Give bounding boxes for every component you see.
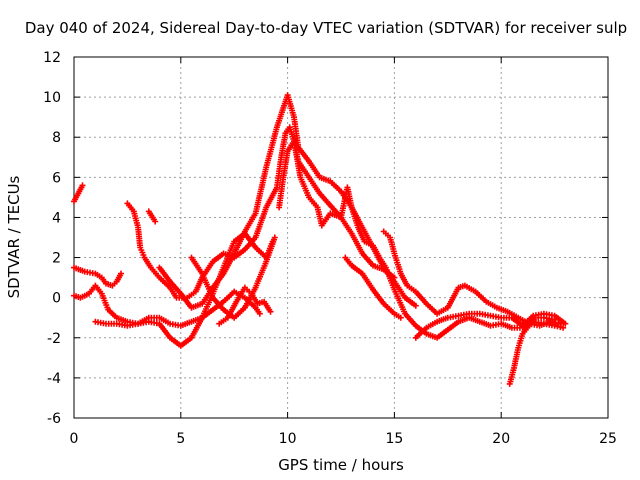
series — [71, 92, 569, 387]
series-markers — [71, 182, 86, 205]
x-tick-label: 5 — [176, 431, 185, 447]
series-markers — [276, 138, 567, 341]
y-axis-label: SDTVAR / TECUs — [5, 175, 23, 298]
series-pass-i — [216, 284, 274, 327]
series-pass-n — [506, 314, 558, 387]
series-pass-h — [188, 234, 278, 321]
y-tick-label: 0 — [52, 291, 61, 307]
y-tick-label: 6 — [52, 170, 61, 186]
series-markers — [380, 228, 564, 329]
ticks: 0 5 10 15 20 25 -6 -4 -2 0 2 4 6 8 10 12 — [43, 50, 617, 447]
y-tick-label: -6 — [47, 411, 61, 427]
y-tick-label: -2 — [47, 331, 61, 347]
series-pass-m — [412, 310, 569, 341]
x-axis-label: GPS time / hours — [278, 456, 404, 474]
series-markers — [506, 314, 558, 387]
x-tick-label: 20 — [492, 431, 510, 447]
series-markers — [216, 284, 274, 327]
series-pass-f — [145, 208, 159, 225]
series-pass-b — [71, 264, 124, 289]
series-markers — [71, 264, 124, 289]
x-tick-label: 10 — [279, 431, 297, 447]
y-tick-label: 8 — [52, 130, 61, 146]
series-markers — [145, 208, 159, 225]
series-pass-j — [276, 138, 567, 341]
y-tick-label: 10 — [43, 90, 61, 106]
grid — [74, 57, 608, 418]
series-pass-k — [342, 254, 404, 321]
plot-frame — [73, 56, 609, 419]
y-tick-label: 4 — [52, 210, 61, 226]
series-markers — [342, 254, 404, 321]
y-tick-label: 2 — [52, 251, 61, 267]
series-markers — [188, 234, 278, 321]
series-markers — [412, 310, 569, 341]
series-pass-a — [71, 182, 86, 205]
y-tick-label: 12 — [43, 50, 61, 66]
chart-title: Day 040 of 2024, Sidereal Day-to-day VTE… — [25, 19, 627, 37]
x-tick-label: 25 — [599, 431, 617, 447]
series-pass-l — [380, 228, 564, 329]
y-tick-label: -4 — [47, 371, 61, 387]
x-tick-label: 0 — [70, 431, 79, 447]
x-tick-label: 15 — [385, 431, 403, 447]
